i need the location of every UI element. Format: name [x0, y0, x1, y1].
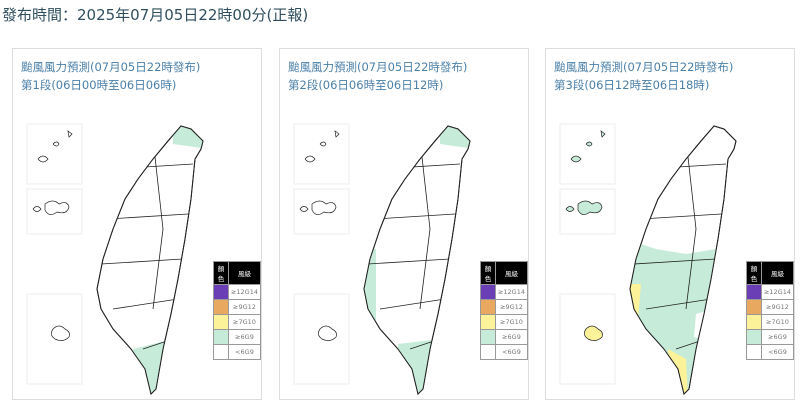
- wind-area: [440, 126, 470, 149]
- legend-label: ≥6G9: [760, 329, 795, 345]
- legend-swatch: [480, 314, 496, 330]
- legend-swatch: [480, 329, 496, 345]
- legend-swatch: [746, 314, 762, 330]
- panel-period: 第3段(06日12時至06日18時): [554, 78, 710, 92]
- taiwan-wind-map: [559, 123, 737, 395]
- legend-swatch: [746, 344, 762, 360]
- legend-label: <6G9: [760, 344, 795, 360]
- legend-row: ≥6G9: [746, 329, 795, 345]
- legend-level-header: 風級: [760, 261, 795, 285]
- legend-row: ≥7G10: [480, 314, 529, 330]
- legend-swatch: [746, 299, 762, 315]
- legend-row: ≥7G10: [746, 314, 795, 330]
- taiwan-wind-map: [293, 123, 471, 395]
- legend-color-header: 顏色: [480, 261, 496, 285]
- legend-swatch: [480, 284, 496, 300]
- wind-area: [398, 339, 440, 394]
- legend-swatch: [213, 284, 229, 300]
- inset-matsu: [293, 123, 350, 185]
- wind-legend: 顏色 風級 ≥12G14 ≥9G12 ≥7G10 ≥6G9 <6G9: [213, 261, 262, 360]
- wind-area: [173, 126, 203, 149]
- legend-level-header: 風級: [227, 261, 262, 285]
- legend-row: ≥12G14: [746, 284, 795, 300]
- wind-area: [630, 284, 641, 319]
- legend-label: ≥9G12: [494, 299, 529, 315]
- legend-swatch: [213, 299, 229, 315]
- legend-row: ≥7G10: [213, 314, 262, 330]
- legend-row: ≥6G9: [480, 329, 529, 345]
- legend-color-header: 顏色: [213, 261, 229, 285]
- panel-title: 颱風風力預測(07月05日22時發布): [554, 60, 734, 74]
- legend-label: ≥9G12: [760, 299, 795, 315]
- legend-label: ≥12G14: [760, 284, 795, 300]
- legend-color-header: 顏色: [746, 261, 762, 285]
- panel-title: 颱風風力預測(07月05日22時發布): [288, 60, 468, 74]
- legend-row: ≥9G12: [746, 299, 795, 315]
- legend-swatch: [480, 344, 496, 360]
- legend-swatch: [746, 329, 762, 345]
- legend-swatch: [213, 314, 229, 330]
- panel-title: 颱風風力預測(07月05日22時發布): [21, 60, 201, 74]
- inset-matsu: [26, 123, 83, 185]
- legend-label: ≥12G14: [494, 284, 529, 300]
- forecast-panel-1: 颱風風力預測(07月05日22時發布) 第1段(06日00時至06日06時) 顏色…: [12, 48, 262, 400]
- forecast-panel-2: 颱風風力預測(07月05日22時發布) 第2段(06日06時至06日12時) 顏色…: [279, 48, 529, 400]
- legend-swatch: [480, 299, 496, 315]
- legend-label: ≥12G14: [227, 284, 262, 300]
- legend-label: ≥7G10: [227, 314, 262, 330]
- forecast-panel-3: 颱風風力預測(07月05日22時發布) 第3段(06日12時至06日18時) 顏色…: [545, 48, 795, 400]
- panel-period: 第2段(06日06時至06日12時): [288, 78, 444, 92]
- legend-label: ≥6G9: [227, 329, 262, 345]
- inset-matsu: [559, 123, 616, 185]
- legend-label: ≥6G9: [494, 329, 529, 345]
- legend-swatch: [746, 284, 762, 300]
- legend-row: ≥9G12: [213, 299, 262, 315]
- legend-label: ≥7G10: [760, 314, 795, 330]
- taiwan-wind-map: [26, 123, 204, 395]
- legend-row: <6G9: [746, 344, 795, 360]
- wind-legend: 顏色 風級 ≥12G14 ≥9G12 ≥7G10 ≥6G9 <6G9: [746, 261, 795, 360]
- wind-area: [133, 339, 173, 394]
- legend-label: ≥9G12: [227, 299, 262, 315]
- legend-label: <6G9: [494, 344, 529, 360]
- legend-label: <6G9: [227, 344, 262, 360]
- legend-level-header: 風級: [494, 261, 529, 285]
- wind-legend: 顏色 風級 ≥12G14 ≥9G12 ≥7G10 ≥6G9 <6G9: [480, 261, 529, 360]
- wind-area: [364, 249, 376, 329]
- publish-time: 發布時間：2025年07月05日22時00分(正報): [2, 6, 309, 24]
- legend-row: <6G9: [213, 344, 262, 360]
- panel-period: 第1段(06日00時至06日06時): [21, 78, 177, 92]
- legend-swatch: [213, 344, 229, 360]
- legend-row: ≥12G14: [213, 284, 262, 300]
- legend-label: ≥7G10: [494, 314, 529, 330]
- legend-swatch: [213, 329, 229, 345]
- legend-row: ≥9G12: [480, 299, 529, 315]
- legend-row: <6G9: [480, 344, 529, 360]
- legend-row: ≥6G9: [213, 329, 262, 345]
- legend-row: ≥12G14: [480, 284, 529, 300]
